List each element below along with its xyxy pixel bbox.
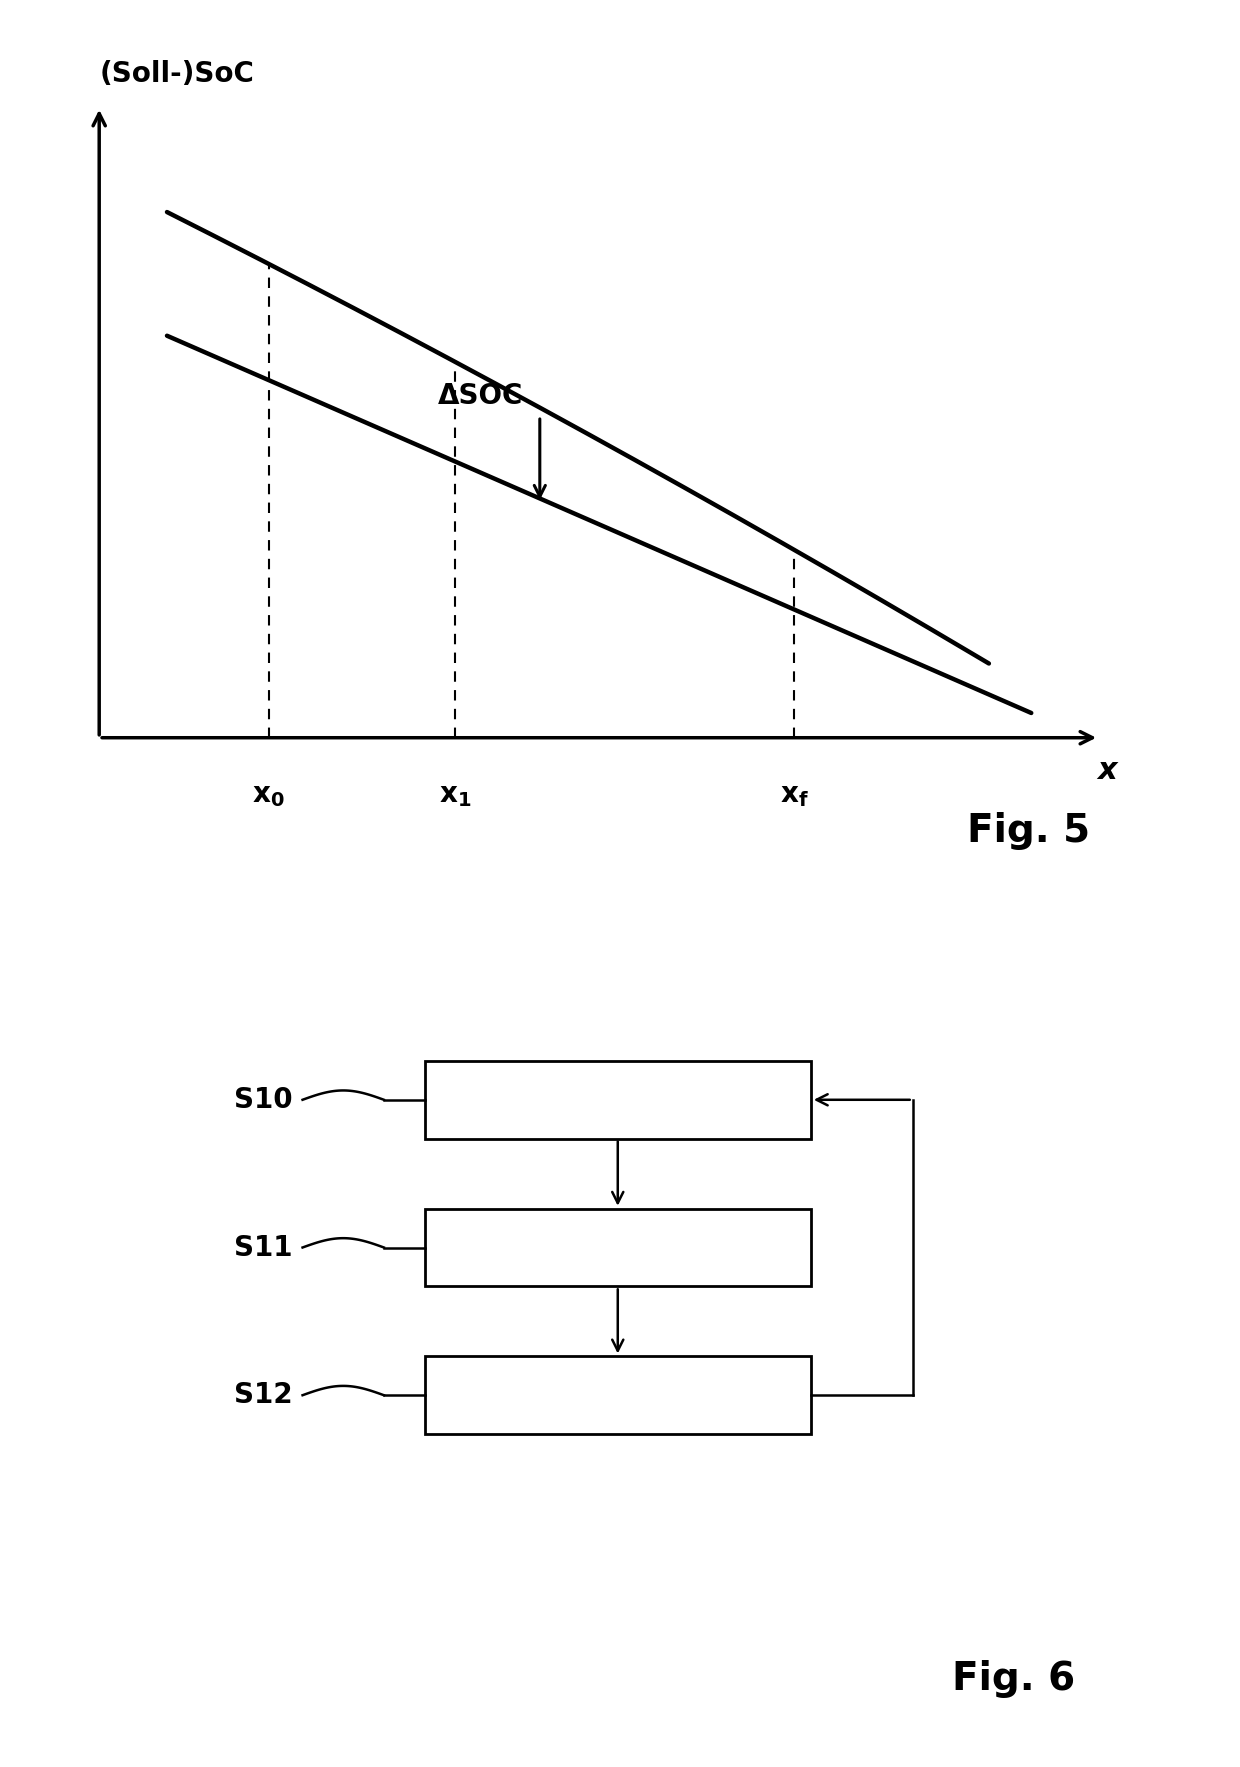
Text: $\mathbf{x_f}$: $\mathbf{x_f}$ <box>780 781 808 809</box>
Text: Fig. 6: Fig. 6 <box>952 1661 1075 1698</box>
Bar <box>424 1060 811 1138</box>
Text: S10: S10 <box>234 1085 293 1113</box>
Text: x: x <box>1097 756 1117 785</box>
Text: (Soll-)SoC: (Soll-)SoC <box>99 60 254 88</box>
Text: S11: S11 <box>234 1233 293 1262</box>
Text: Fig. 5: Fig. 5 <box>967 811 1091 850</box>
Bar <box>424 1209 811 1286</box>
Text: ΔSOC: ΔSOC <box>438 382 523 410</box>
Text: $\mathbf{x_0}$: $\mathbf{x_0}$ <box>252 781 285 809</box>
Text: S12: S12 <box>234 1382 293 1410</box>
Bar <box>424 1357 811 1435</box>
Text: $\mathbf{x_1}$: $\mathbf{x_1}$ <box>439 781 471 809</box>
